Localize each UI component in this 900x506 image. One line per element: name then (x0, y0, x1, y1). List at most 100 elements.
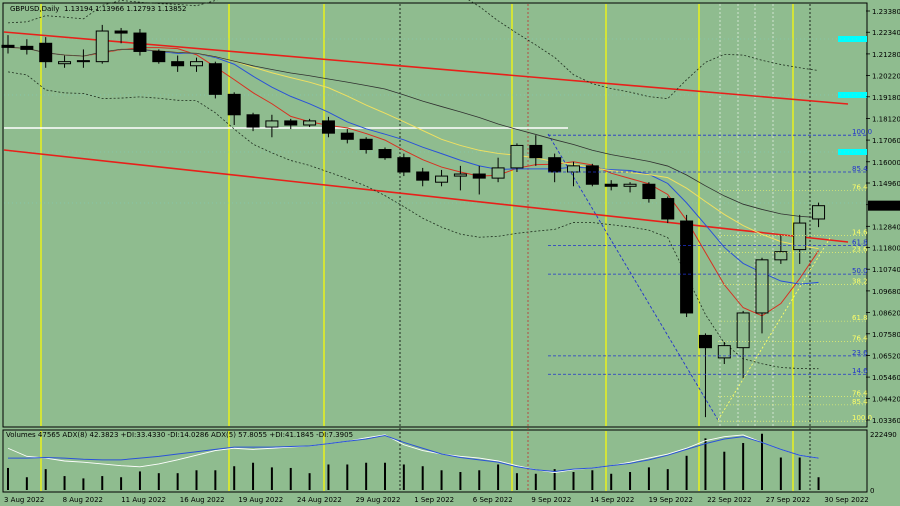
candle-body (529, 144, 543, 159)
price-tick-label: 1.23380 (872, 8, 900, 16)
main-panel-frame (2, 2, 868, 428)
moving-averages (7, 0, 819, 370)
candle-body (774, 251, 788, 261)
price-tick-label: 1.20220 (872, 73, 900, 81)
ohlc-label: 1.13194 1.13966 1.12793 1.13852 (64, 5, 186, 13)
vertical-lines (40, 4, 811, 491)
fib-blue-label: 100.0 (852, 128, 872, 136)
volume-axis-zero: 0 (870, 487, 874, 495)
candle-body (453, 173, 467, 177)
candle-body (491, 167, 505, 179)
indicator-label: Volumes 47565 ADX(8) 42.3823 +DI:33.4330… (6, 431, 353, 439)
volume-axis-max: 222490 (870, 431, 897, 439)
price-tick-label: 1.05460 (872, 374, 900, 382)
fib-yellow-label: 38.2 (852, 277, 868, 285)
candle-body (20, 45, 34, 50)
candle-body (265, 120, 279, 128)
candle-body (717, 345, 731, 359)
candle-body (642, 183, 656, 200)
fib-blue-label: 23.6 (852, 349, 868, 357)
upper-band (7, 0, 819, 100)
fib-yellow-label: 23.6 (852, 246, 868, 254)
price-tick-label: 1.10740 (872, 266, 900, 274)
price-tick-label: 1.11800 (872, 245, 900, 253)
price-tick-label: 1.04420 (872, 395, 900, 403)
candle-body (340, 132, 354, 140)
price-tick-label: 1.19180 (872, 94, 900, 102)
candle-body (303, 120, 317, 126)
date-tick-label: 9 Sep 2022 (531, 496, 571, 504)
price-tick-label: 1.07580 (872, 331, 900, 339)
fib-yellow-label: 76.4 (852, 390, 868, 398)
fib-yellow-label: 14.6 (852, 228, 868, 236)
upper-trendline (3, 31, 849, 105)
fib-yellow-label: 76.4 (852, 335, 868, 343)
candle-body (152, 50, 166, 63)
date-tick-label: 27 Sep 2022 (766, 496, 810, 504)
date-tick-label: 19 Aug 2022 (238, 496, 283, 504)
horizontal-lines (4, 36, 867, 204)
candle-body (585, 165, 599, 185)
candle-body (58, 61, 72, 65)
price-tick-label: 1.08620 (872, 310, 900, 318)
fib-anchor-line (547, 133, 719, 421)
candle-body (1, 44, 15, 48)
candle-body (812, 205, 826, 220)
candle-body (321, 120, 335, 134)
candle-body (133, 32, 147, 52)
trendlines (3, 31, 849, 421)
lower-band (7, 71, 819, 370)
date-tick-label: 11 Aug 2022 (121, 496, 166, 504)
candle-body (680, 220, 694, 314)
date-tick-label: 29 Aug 2022 (356, 496, 401, 504)
price-tick-label: 1.12840 (872, 223, 900, 231)
fib-blue-label: 85.4 (852, 165, 868, 173)
candle-body (246, 114, 260, 128)
date-tick-label: 14 Sep 2022 (590, 496, 634, 504)
price-axis: 1.23380 1.22340 1.21280 1.20220 1.19180 1.181… (866, 8, 900, 425)
fib-blue-label: 14.6 (852, 367, 868, 375)
candle-body (755, 259, 769, 314)
candle-body (472, 173, 486, 179)
price-tick-label: 1.09680 (872, 288, 900, 296)
date-tick-label: 3 Aug 2022 (4, 496, 44, 504)
price-tick-label: 1.06520 (872, 352, 900, 360)
candle-body (359, 138, 373, 151)
date-tick-label: 6 Sep 2022 (473, 496, 513, 504)
price-tick-label: 1.03360 (872, 417, 900, 425)
fib-yellow-label: 61.8 (852, 314, 868, 322)
indicator-panel-frame (2, 429, 868, 493)
candle-body (378, 149, 392, 159)
candle-body (208, 63, 222, 95)
candles (1, 24, 826, 418)
date-tick-label: 24 Aug 2022 (297, 496, 342, 504)
symbol-label: GBPUSD,Daily (10, 5, 59, 13)
candle-body (604, 183, 618, 187)
candle-body (190, 61, 203, 67)
fib-yellow-label: 100.0 (852, 414, 872, 422)
price-tick-label: 1.14960 (872, 180, 900, 188)
candle-body (114, 30, 128, 34)
price-tick-label: 1.18120 (872, 115, 900, 123)
candle-body (623, 183, 637, 187)
fib-anchor-line-up (717, 237, 831, 421)
candle-body (548, 157, 562, 173)
fib-blue-label: 61.8 (852, 239, 868, 247)
ma-black-line (7, 46, 819, 218)
candle-body (397, 157, 411, 173)
lower-trendline (3, 149, 849, 243)
current-price-label: 1.13852 (870, 203, 899, 211)
candle-body (698, 334, 712, 349)
fibonacci-levels: 100.0 85.4 61.8 50.0 23.6 14.6 76.4 14.6 23.6 38.… (548, 128, 872, 422)
candle-body (793, 222, 807, 251)
date-tick-label: 19 Sep 2022 (649, 496, 693, 504)
fib-blue-label: 50.0 (852, 267, 868, 275)
ma-blue-line (7, 46, 819, 285)
adx-white-line (7, 434, 819, 474)
candle-body (227, 93, 241, 116)
date-tick-label: 1 Sep 2022 (414, 496, 454, 504)
date-tick-label: 8 Aug 2022 (63, 496, 103, 504)
price-tick-label: 1.16000 (872, 159, 900, 167)
fib-yellow-label: 76.4 (852, 183, 868, 191)
fib-yellow-label: 85.4 (852, 398, 868, 406)
